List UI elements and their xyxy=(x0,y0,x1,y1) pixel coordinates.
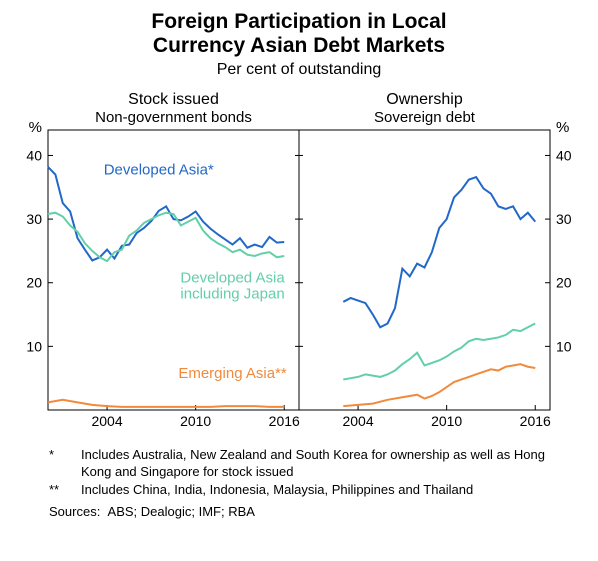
x-tick-label: 2004 xyxy=(342,413,373,429)
chart-title-line2: Currency Asian Debt Markets xyxy=(0,34,598,58)
y-tick-label: 10 xyxy=(556,338,572,354)
footnote-text: Includes Australia, New Zealand and Sout… xyxy=(80,446,550,481)
series-label: Developed Asia xyxy=(180,270,285,287)
footnote-mark: * xyxy=(48,446,80,481)
sources-row: Sources: ABS; Dealogic; IMF; RBA xyxy=(48,500,550,522)
series-label: including Japan xyxy=(180,286,284,303)
sources-text: ABS; Dealogic; IMF; RBA xyxy=(108,504,255,519)
footnotes: * Includes Australia, New Zealand and So… xyxy=(48,446,550,522)
x-tick-label: 2004 xyxy=(91,413,122,429)
sources-label: Sources: xyxy=(49,504,100,519)
series-line xyxy=(343,323,535,379)
x-tick-label: 2016 xyxy=(269,413,300,429)
series-line xyxy=(343,364,535,406)
panel-title: Stock issued xyxy=(128,91,219,108)
y-tick-label: 30 xyxy=(26,211,42,227)
y-tick-label: 40 xyxy=(26,147,42,163)
y-tick-label: 20 xyxy=(556,275,572,291)
footnote-row: * Includes Australia, New Zealand and So… xyxy=(48,446,550,481)
footnote-text: Includes China, India, Indonesia, Malays… xyxy=(80,481,550,500)
footnote-mark: ** xyxy=(48,481,80,500)
y-tick-label: 40 xyxy=(556,147,572,163)
chart-subtitle: Per cent of outstanding xyxy=(0,60,598,79)
y-axis-unit-left: % xyxy=(29,119,42,136)
y-axis-unit-right: % xyxy=(556,119,569,136)
series-line xyxy=(343,177,535,327)
footnote-row: ** Includes China, India, Indonesia, Mal… xyxy=(48,481,550,500)
chart-plot-area: 1010202030304040%%2004201020162004201020… xyxy=(48,90,550,430)
chart-title-line1: Foreign Participation in Local xyxy=(0,10,598,34)
series-label: Developed Asia* xyxy=(104,162,214,179)
x-tick-label: 2010 xyxy=(180,413,211,429)
chart-svg: 1010202030304040%%2004201020162004201020… xyxy=(48,90,550,430)
y-tick-label: 30 xyxy=(556,211,572,227)
series-label: Emerging Asia** xyxy=(178,365,287,382)
series-line xyxy=(48,213,284,261)
series-line xyxy=(48,400,284,407)
panel-title: Ownership xyxy=(386,91,463,108)
y-tick-label: 20 xyxy=(26,275,42,291)
panel-subtitle: Sovereign debt xyxy=(374,109,476,126)
y-tick-label: 10 xyxy=(26,338,42,354)
x-tick-label: 2010 xyxy=(431,413,462,429)
x-tick-label: 2016 xyxy=(520,413,551,429)
panel-subtitle: Non-government bonds xyxy=(95,109,252,126)
